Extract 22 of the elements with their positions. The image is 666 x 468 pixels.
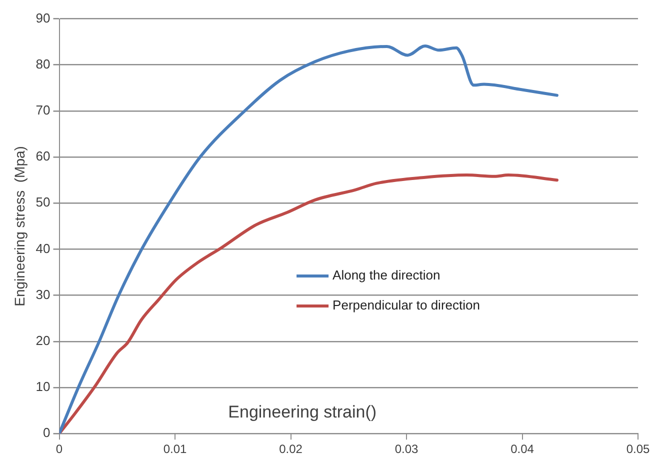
y-tick-label: 70: [36, 102, 50, 118]
line-series: [59, 174, 558, 434]
x-tick-label: 0.05: [626, 442, 650, 456]
x-tick-label: 0.02: [279, 442, 303, 456]
x-axis-title: Engineering strain(): [228, 402, 377, 422]
y-tick-label: 40: [36, 240, 50, 256]
legend-label: Along the direction: [332, 268, 440, 283]
y-tick-label: 10: [36, 379, 50, 394]
y-axis-title: Engineering stress (Mpa): [11, 146, 28, 306]
x-tick-label: 0.03: [394, 442, 419, 456]
y-tick-label: 50: [36, 194, 50, 210]
y-tick-label: 90: [36, 10, 50, 26]
legend-label: Perpendicular to direction: [332, 298, 480, 313]
x-tick-label: 0: [56, 442, 63, 456]
y-tick-label: 0: [43, 425, 50, 440]
y-tick-label: 60: [36, 148, 50, 164]
line-series: [59, 44, 558, 434]
y-tick-label: 20: [36, 333, 50, 348]
x-tick-label: 0.01: [163, 442, 188, 456]
y-tick-label: 80: [36, 56, 50, 72]
x-tick-label: 0.04: [510, 442, 534, 456]
y-tick-label: 30: [36, 286, 50, 302]
